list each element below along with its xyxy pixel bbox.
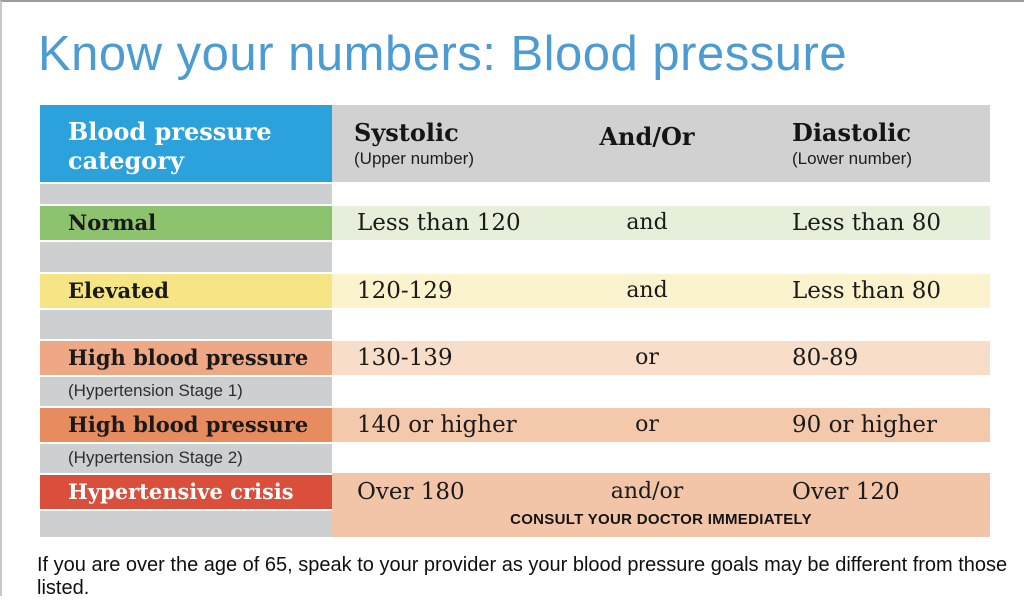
connector-value: or <box>635 345 659 370</box>
category-subtitle-stage1: (Hypertension Stage 1) <box>68 381 243 400</box>
category-band-elevated: Elevated <box>40 272 332 310</box>
header-systolic-label: Systolic <box>354 118 459 147</box>
table-row: 140 or higher or 90 or higher <box>332 408 990 442</box>
category-subtitle-stage2: (Hypertension Stage 2) <box>68 448 243 467</box>
header-diastolic: Diastolic (Lower number) <box>792 118 912 169</box>
blood-pressure-table: Blood pressure category Systolic (Upper … <box>40 105 990 537</box>
diastolic-value: 90 or higher <box>792 412 938 438</box>
systolic-value: Over 180 <box>357 479 465 505</box>
category-band-hypertensive-crisis: Hypertensive crisis <box>40 473 332 511</box>
systolic-value: 120-129 <box>357 278 453 304</box>
connector-value: and/or <box>610 479 684 504</box>
header-diastolic-subtitle: (Lower number) <box>792 149 912 168</box>
header-values-cell: Systolic (Upper number) And/Or Diastolic… <box>332 105 990 182</box>
table-row: 130-139 or 80-89 <box>332 341 990 375</box>
category-band-hypertension-stage2: High blood pressure <box>40 406 332 444</box>
systolic-value: Less than 120 <box>357 210 521 236</box>
table-row: Less than 120 and Less than 80 <box>332 206 990 240</box>
connector-value: and <box>626 278 668 303</box>
diastolic-value: 80-89 <box>792 345 859 371</box>
category-band-normal: Normal <box>40 204 332 242</box>
connector-value: or <box>635 412 659 437</box>
systolic-value: 140 or higher <box>357 412 517 438</box>
table-row: 120-129 and Less than 80 <box>332 274 990 308</box>
header-category-cell: Blood pressure category <box>40 105 332 182</box>
header-category-label: Blood pressure category <box>68 117 272 175</box>
systolic-value: 130-139 <box>357 345 453 371</box>
connector-value: and <box>626 210 668 235</box>
category-band-hypertension-stage1: High blood pressure <box>40 339 332 377</box>
header-diastolic-label: Diastolic <box>792 118 911 147</box>
diastolic-value: Less than 80 <box>792 210 941 236</box>
diastolic-value: Over 120 <box>792 479 900 505</box>
header-andor-label: And/Or <box>599 122 695 151</box>
diastolic-value: Less than 80 <box>792 278 941 304</box>
header-systolic: Systolic (Upper number) <box>354 118 474 169</box>
consult-doctor-note: CONSULT YOUR DOCTOR IMMEDIATELY <box>510 511 812 528</box>
page-title: Know your numbers: Blood pressure <box>38 27 848 81</box>
header-systolic-subtitle: (Upper number) <box>354 149 474 168</box>
table-row-crisis: Over 180 and/or Over 120 CONSULT YOUR DO… <box>332 473 990 537</box>
age-65-footnote: If you are over the age of 65, speak to … <box>37 554 1008 599</box>
